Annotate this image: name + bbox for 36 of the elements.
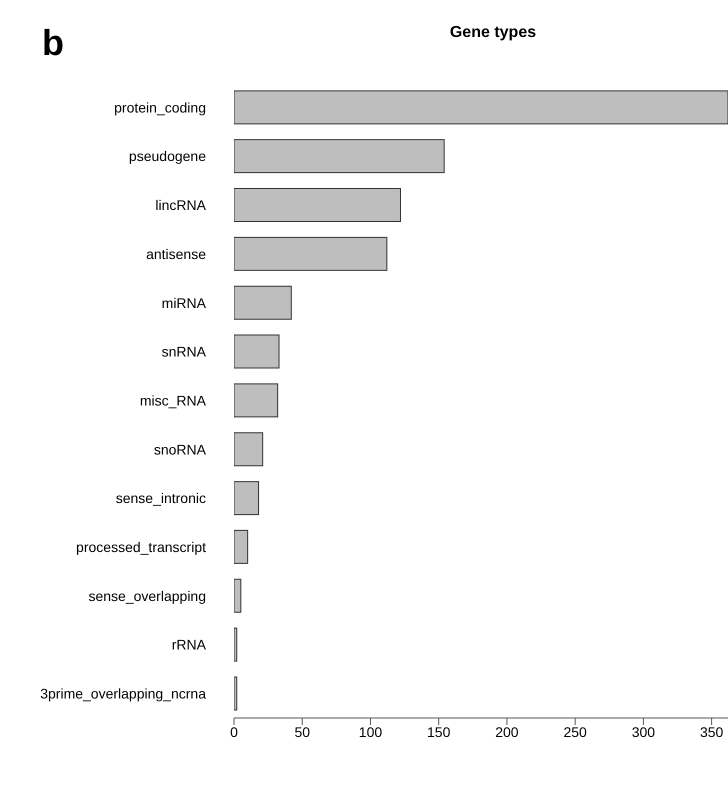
- x-tick-label: 50: [294, 724, 310, 740]
- bar: [234, 676, 238, 710]
- bar: [234, 383, 278, 418]
- y-tick-label: sense_overlapping: [88, 588, 206, 604]
- text: b: [42, 22, 64, 64]
- y-tick-label: lincRNA: [155, 197, 207, 214]
- bar: [234, 530, 248, 564]
- bar: [234, 578, 242, 613]
- bar: [234, 139, 445, 174]
- bar: [234, 236, 388, 271]
- bar: [234, 188, 401, 222]
- bar: [234, 90, 728, 124]
- x-tick-label: 250: [563, 724, 588, 740]
- y-tick-label: antisense: [146, 246, 206, 262]
- y-tick-label: pseudogene: [128, 148, 206, 164]
- bar: [234, 432, 264, 466]
- y-tick-label: protein_coding: [114, 99, 206, 116]
- y-tick-label: rRNA: [172, 636, 207, 653]
- bar: [234, 628, 238, 662]
- y-tick-label: 3prime_overlapping_ncrna: [40, 686, 206, 702]
- y-tick-label: snoRNA: [154, 441, 207, 458]
- y-tick-label: misc_RNA: [140, 392, 207, 408]
- x-tick-label: 150: [427, 724, 451, 740]
- bar: [234, 334, 280, 369]
- bar: [234, 286, 292, 320]
- x-tick-label: 0: [230, 724, 238, 740]
- x-tick-label: 350: [700, 724, 724, 740]
- x-tick-label: 100: [358, 724, 382, 740]
- x-tick-label: 200: [495, 724, 519, 740]
- bar: [234, 481, 260, 516]
- y-tick-label: sense_intronic: [116, 490, 206, 506]
- x-tick-label: 300: [632, 724, 656, 740]
- y-tick-label: processed_transcript: [76, 539, 206, 556]
- chart-title: Gene types: [450, 24, 536, 41]
- y-tick-label: snRNA: [162, 344, 207, 360]
- y-tick-label: miRNA: [162, 294, 207, 311]
